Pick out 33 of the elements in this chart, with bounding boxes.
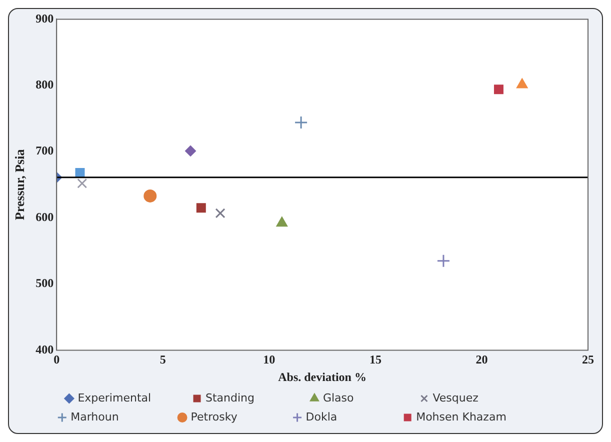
point — [196, 203, 206, 213]
x-tick-label: 5 — [160, 352, 166, 366]
point — [185, 145, 196, 156]
y-axis-title: Pressur, Psia — [12, 148, 28, 220]
legend-label: Dokla — [306, 410, 397, 424]
legend-label: Marhoun — [70, 410, 172, 424]
legend-label: Mohsen Khazam — [416, 410, 538, 424]
x-tick-label: 25 — [582, 352, 594, 366]
legend-label: Glaso — [322, 391, 414, 404]
legend-label: Standing — [206, 391, 304, 404]
y-tick-label: 900 — [36, 11, 54, 26]
x-axis-title: Abs. deviation % — [278, 370, 366, 384]
point — [75, 168, 85, 178]
y-tick-label: 400 — [36, 342, 54, 356]
point — [144, 189, 157, 202]
x-tick-label: 10 — [263, 352, 276, 366]
point — [516, 78, 528, 88]
legend-label: Experimental — [78, 391, 186, 404]
point — [494, 84, 504, 94]
point — [294, 116, 308, 130]
y-tick-label: 700 — [36, 144, 54, 158]
legend-label: Vesquez — [432, 391, 531, 404]
y-tick-label: 500 — [36, 276, 54, 290]
point — [215, 208, 226, 218]
legend-label: Petrosky — [190, 410, 286, 424]
y-tick-label: 600 — [36, 210, 54, 224]
point — [77, 178, 88, 188]
point — [276, 216, 288, 227]
y-tick-label: 800 — [36, 77, 54, 92]
x-tick-label: 15 — [369, 352, 382, 366]
point — [436, 254, 450, 268]
x-tick-label: 20 — [476, 352, 488, 366]
x-tick-label: 0 — [54, 352, 60, 366]
